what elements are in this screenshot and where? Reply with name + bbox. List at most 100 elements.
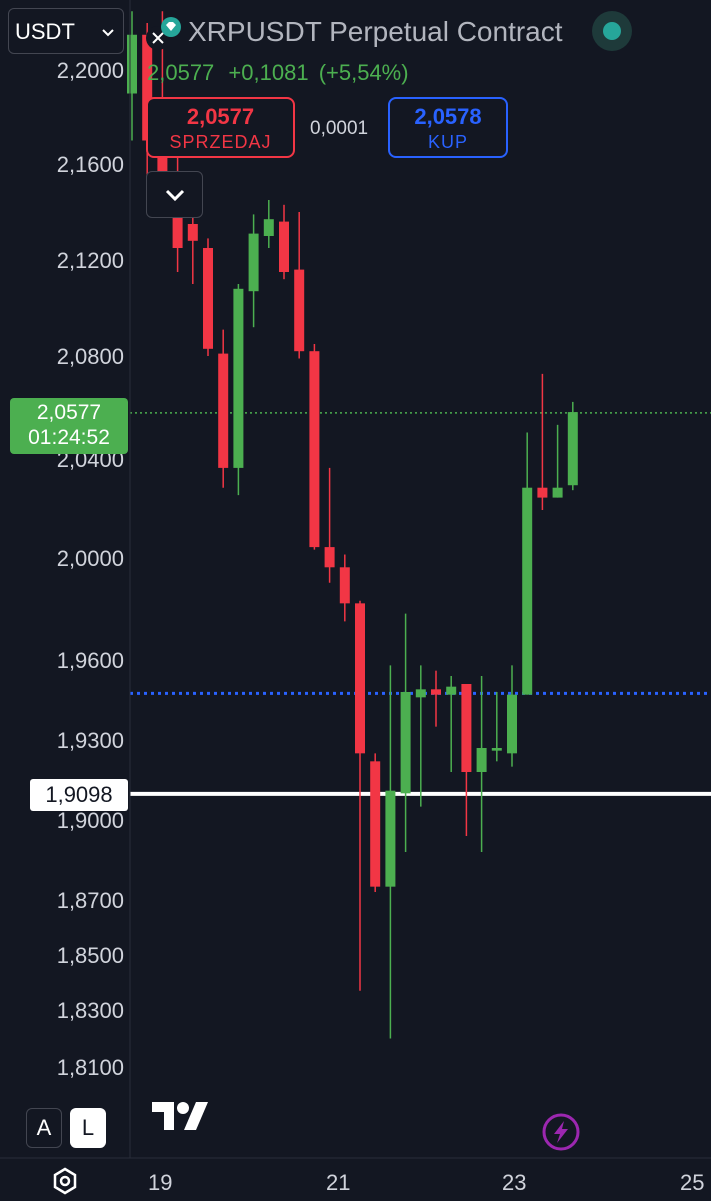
candle-body	[415, 689, 426, 698]
candle	[203, 238, 213, 356]
candle-body	[309, 351, 320, 548]
candle	[248, 214, 259, 328]
close-icon	[152, 32, 164, 44]
sell-button[interactable]: 2,0577 SPRZEDAJ	[146, 97, 295, 158]
y-tick-label: 1,9300	[56, 728, 124, 753]
candle	[400, 613, 411, 852]
y-tick-label: 2,0000	[56, 546, 124, 571]
candle	[355, 600, 365, 991]
buy-button[interactable]: 2,0578 KUP	[388, 97, 508, 158]
collapse-chevron-icon	[165, 189, 185, 202]
candle-body	[127, 34, 137, 94]
candle	[491, 692, 502, 762]
x-tick-label: 25	[680, 1170, 705, 1195]
price-change-row: 2,0577 +0,1081 (+5,54%)	[147, 60, 409, 86]
currency-select-value: USDT	[15, 19, 75, 44]
y-tick-label: 2,1600	[56, 152, 124, 177]
candle	[461, 684, 472, 836]
candle-body	[355, 603, 365, 754]
candle-body	[172, 188, 183, 248]
candle	[385, 665, 396, 1039]
y-tick-label: 1,8100	[56, 1055, 124, 1080]
candle-body	[339, 567, 350, 604]
market-status-button[interactable]	[592, 11, 632, 51]
candle-body	[537, 487, 548, 498]
candle	[279, 204, 289, 280]
candle-body	[476, 748, 487, 772]
candle-body	[461, 684, 472, 772]
candle-body	[279, 221, 289, 272]
candle-body	[552, 487, 563, 498]
candle-body	[187, 224, 198, 241]
x-tick-label: 19	[148, 1170, 173, 1195]
buy-price: 2,0578	[414, 104, 482, 129]
candle-body	[446, 686, 457, 695]
candle	[522, 432, 533, 695]
candle	[233, 284, 244, 496]
tradingview-logo-icon	[152, 1102, 208, 1130]
settings-gear-icon	[53, 1167, 77, 1195]
current-price-value: 2,0577	[36, 401, 102, 424]
horizontal-line-label[interactable]: 1,9098	[30, 779, 128, 811]
price-change: +0,1081	[228, 60, 309, 85]
candle-body	[491, 748, 502, 751]
candle	[263, 200, 274, 248]
symbol-title[interactable]: XRPUSDT Perpetual Contract	[188, 16, 563, 47]
candle	[127, 11, 137, 141]
candle	[507, 665, 517, 767]
chart-settings-button[interactable]	[50, 1166, 80, 1196]
candle	[446, 676, 457, 772]
candle	[370, 753, 381, 892]
horizontal-line-price: 1,9098	[45, 782, 113, 807]
candle	[567, 401, 578, 491]
y-tick-label: 2,1200	[56, 248, 124, 273]
candle	[339, 554, 350, 622]
candle	[324, 467, 335, 583]
candle-body	[248, 233, 259, 292]
y-tick-label: 2,0800	[56, 344, 124, 369]
candle-body	[507, 694, 517, 754]
auto-scale-button[interactable]: A	[26, 1108, 62, 1148]
lightning-icon	[542, 1113, 580, 1151]
log-scale-label: L	[81, 1115, 95, 1140]
candle-body	[157, 140, 168, 188]
candle-body	[385, 790, 396, 887]
last-price: 2,0577	[147, 60, 215, 85]
buy-label: KUP	[427, 132, 468, 152]
y-tick-label: 1,8500	[56, 943, 124, 968]
y-tick-label: 2,2000	[56, 58, 124, 83]
x-tick-label: 21	[326, 1170, 351, 1195]
sell-price: 2,0577	[186, 104, 255, 129]
lightning-button[interactable]	[541, 1112, 581, 1152]
candle-body	[218, 353, 229, 468]
candle-body	[400, 692, 411, 794]
candle	[415, 665, 426, 807]
candle-body	[203, 248, 213, 349]
x-tick-label: 23	[502, 1170, 527, 1195]
candle	[552, 424, 563, 498]
log-scale-button[interactable]: L	[70, 1108, 106, 1148]
candle-body	[370, 761, 381, 887]
auto-scale-label: A	[36, 1115, 52, 1140]
candle-body	[431, 689, 441, 695]
bar-countdown: 01:24:52	[28, 426, 110, 449]
candle-body	[567, 412, 578, 486]
candle-body	[324, 547, 335, 568]
y-tick-label: 1,8300	[56, 998, 124, 1023]
candle-body	[522, 487, 533, 695]
candle-body	[142, 34, 153, 141]
candle	[431, 670, 441, 727]
candle	[476, 676, 487, 852]
currency-select[interactable]: USDT	[8, 8, 124, 54]
status-dot-icon	[603, 22, 621, 40]
candle-body	[263, 219, 274, 236]
current-price-tag: 2,0577 01:24:52	[10, 398, 128, 454]
candle	[218, 329, 229, 488]
diamond-icon	[161, 17, 181, 37]
candle-body	[294, 269, 305, 352]
collapse-panel-button[interactable]	[146, 171, 203, 218]
candle	[294, 212, 305, 359]
y-tick-label: 1,9600	[56, 648, 124, 673]
candle	[537, 373, 548, 510]
